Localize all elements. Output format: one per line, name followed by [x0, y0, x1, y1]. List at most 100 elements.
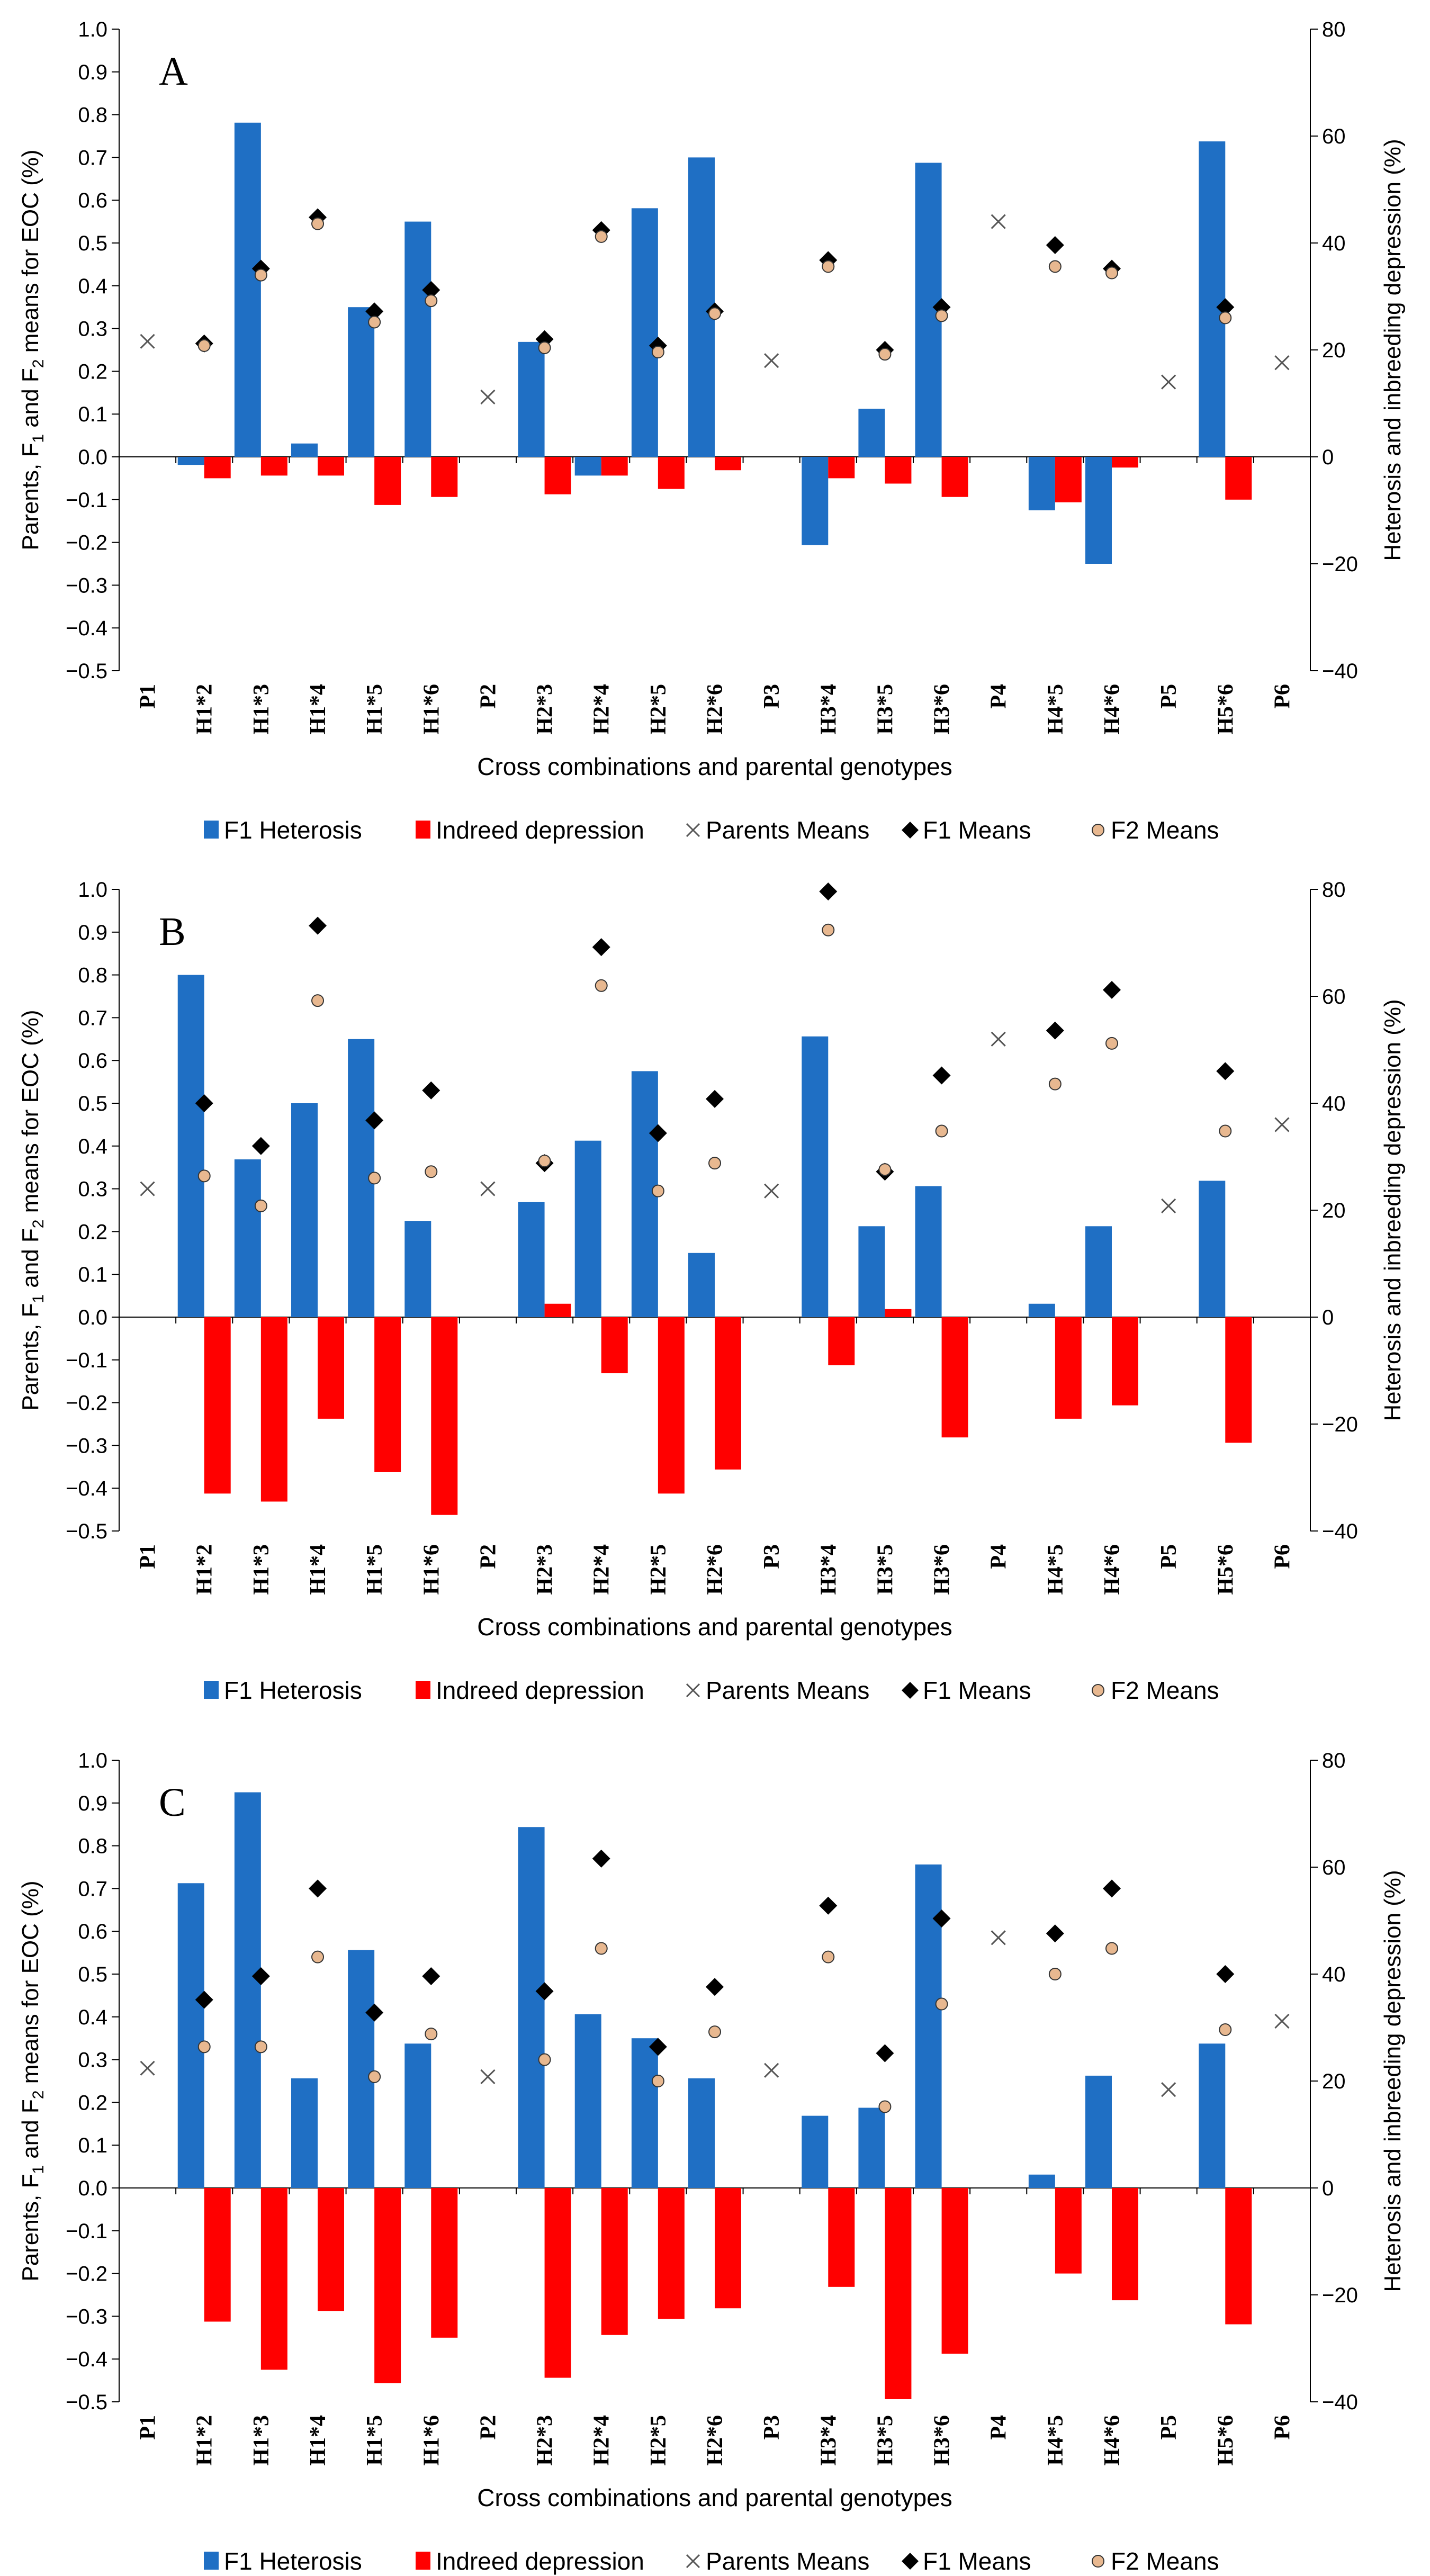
inbreeding-bar [431, 2188, 458, 2338]
f2-mean-marker [197, 339, 211, 352]
left-tick-label: −0.1 [66, 1349, 107, 1372]
legend-label: Indreed depression [436, 1677, 644, 1704]
left-tick-label: 0.7 [78, 1877, 107, 1901]
parents-mean-marker [140, 1181, 155, 1196]
inbreeding-bar [658, 1317, 685, 1494]
category-label: H2*5 [646, 1544, 671, 1595]
heterosis-bar [1199, 2043, 1226, 2188]
heterosis-bar [858, 409, 885, 457]
f1-mean-marker [1046, 1924, 1064, 1943]
category-label: H4*5 [1044, 2415, 1068, 2466]
inbreeding-bar [544, 2188, 571, 2378]
category-label: P3 [760, 684, 784, 709]
f1-mean-marker [1103, 980, 1121, 999]
category-label: H1*5 [363, 1544, 387, 1595]
f2-mean-marker [651, 346, 664, 359]
inbreeding-bar [601, 2188, 628, 2335]
inbreeding-bar [431, 457, 458, 497]
category-label: P3 [760, 2415, 784, 2440]
category-label: H3*4 [816, 684, 841, 735]
right-tick-label: 40 [1322, 1092, 1346, 1115]
right-tick-label: −40 [1322, 660, 1358, 683]
heterosis-bar [1199, 1181, 1226, 1317]
right-tick-label: 20 [1322, 339, 1346, 362]
f1-mean-marker [309, 916, 327, 935]
inbreeding-bar [885, 1309, 912, 1317]
heterosis-bar [1085, 1226, 1112, 1317]
f2-mean-marker [822, 260, 835, 273]
right-tick-label: 40 [1322, 232, 1346, 255]
f2-mean-marker [1219, 2023, 1232, 2037]
f1-mean-marker [1046, 1021, 1064, 1040]
category-label: H2*6 [703, 684, 727, 735]
left-tick-label: 0.9 [78, 1792, 107, 1815]
inbreeding-bar [544, 1303, 571, 1317]
right-tick-label: 40 [1322, 1963, 1346, 1986]
heterosis-bar [177, 457, 204, 465]
f2-mean-marker [1105, 1037, 1118, 1050]
f1-mean-marker [649, 2038, 667, 2056]
category-label: H3*6 [930, 684, 955, 735]
f1-mean-marker [1216, 1062, 1235, 1080]
f1-mean-marker [1103, 1879, 1121, 1898]
left-axis-title: Parents, F1 and F2 means for EOC (%) [17, 1010, 47, 1410]
heterosis-bar [404, 1221, 431, 1317]
legend-item-parents: Parents Means [686, 2547, 869, 2575]
parents-mean-marker [480, 389, 496, 404]
category-label: P2 [476, 1544, 500, 1569]
inbreeding-bar [260, 457, 287, 476]
heterosis-bar [631, 2038, 658, 2188]
f2-mean-marker [1219, 1124, 1232, 1138]
heterosis-bar [177, 975, 204, 1317]
right-axis-title: Heterosis and inbreeding depression (%) [1380, 999, 1406, 1421]
inbreeding-bar [204, 457, 231, 479]
legend-label: F1 Heterosis [224, 1677, 362, 1704]
legend-label: F2 Means [1111, 2547, 1219, 2575]
inbreeding-bar [318, 457, 344, 476]
subscript: 1 [30, 434, 47, 443]
inbreeding-bar [941, 2188, 968, 2354]
f1-mean-marker [365, 302, 384, 321]
inbreeding-bar [1112, 457, 1138, 468]
f1-mean-marker [932, 1066, 951, 1085]
f1-mean-marker [365, 1111, 384, 1130]
right-tick-label: 60 [1322, 1856, 1346, 1879]
f1-mean-marker [309, 1879, 327, 1898]
legend-swatch [416, 821, 430, 839]
legend-label: Parents Means [706, 2547, 869, 2575]
legend-swatch [204, 1681, 219, 1699]
inbreeding-bar [1055, 457, 1082, 502]
category-label: H4*6 [1100, 2415, 1125, 2466]
inbreeding-bar [715, 2188, 741, 2309]
category-label: H4*6 [1100, 684, 1125, 735]
f2-mean-marker [1219, 311, 1232, 325]
inbreeding-bar [828, 2188, 855, 2287]
category-label: P5 [1157, 2415, 1181, 2440]
heterosis-bar [234, 1159, 261, 1317]
right-tick-label: 80 [1322, 1749, 1346, 1772]
category-label: H2*3 [533, 1544, 557, 1595]
parents-mean-marker [1161, 374, 1176, 390]
parents-mean-marker [991, 1031, 1006, 1047]
category-label: H1*3 [249, 1544, 274, 1595]
category-label: H1*5 [363, 2415, 387, 2466]
heterosis-bar [291, 2078, 318, 2188]
heterosis-bar [1028, 457, 1055, 510]
right-tick-label: −20 [1322, 1413, 1358, 1436]
inbreeding-bar [658, 2188, 685, 2319]
category-label: H2*4 [590, 1544, 614, 1595]
f2-mean-marker [708, 307, 721, 320]
left-tick-label: 0.0 [78, 446, 107, 469]
left-tick-label: 0.6 [78, 1920, 107, 1943]
axis-title-part: and F [17, 1228, 43, 1294]
category-label: H2*5 [646, 684, 671, 735]
right-axis-title: Heterosis and inbreeding depression (%) [1380, 1870, 1406, 2292]
left-tick-label: −0.2 [66, 2263, 107, 2286]
f1-mean-marker [876, 2044, 894, 2062]
f1-mean-marker [592, 1849, 610, 1868]
f2-mean-marker [651, 2075, 664, 2087]
inbreeding-bar [715, 457, 741, 471]
category-label: P6 [1270, 684, 1294, 709]
category-label: H1*6 [419, 684, 444, 735]
category-label: H2*3 [533, 684, 557, 735]
